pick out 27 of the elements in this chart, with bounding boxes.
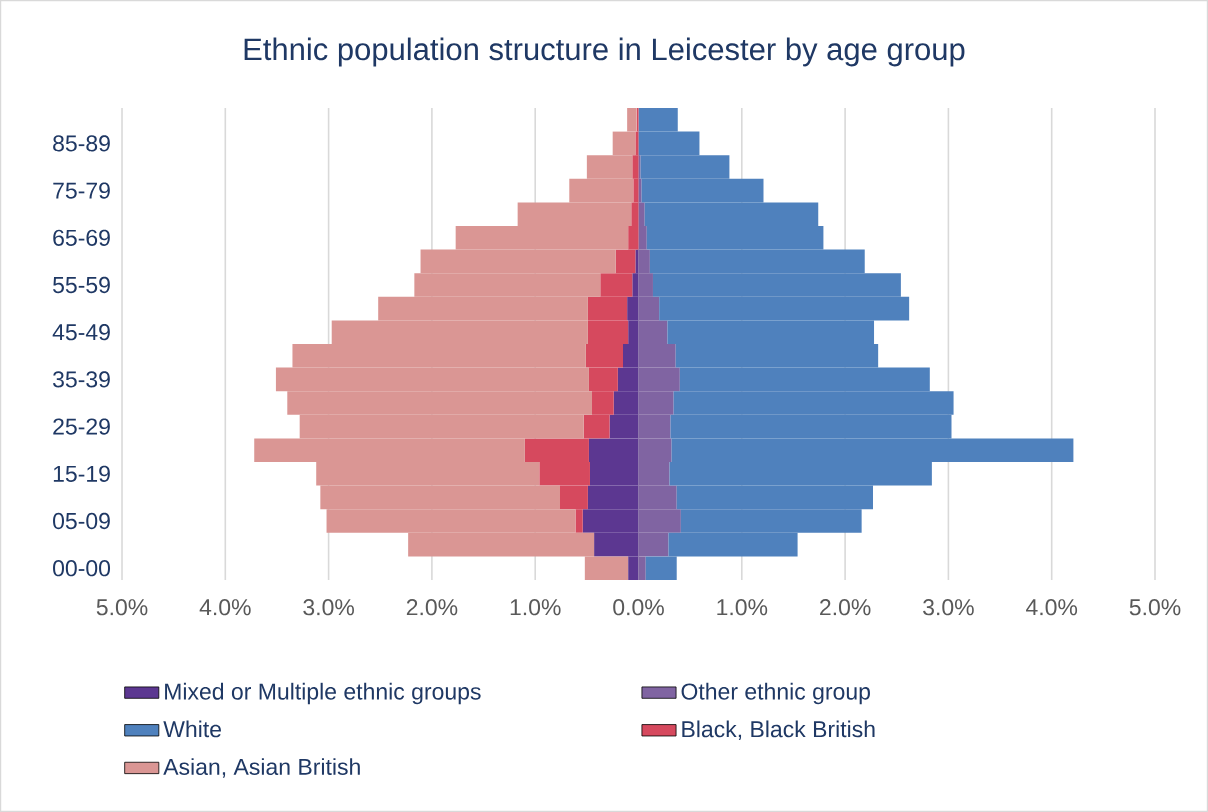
x-tick-label: 3.0% [923,599,974,616]
y-tick-label: 15-19 [53,465,110,482]
x-tick-label: 4.0% [199,599,251,616]
y-tick-label: 55-59 [53,276,110,294]
legend-label: Other ethnic group [681,682,870,705]
y-tick-label: 35-39 [53,371,110,388]
chart-title: Ethnic population structure in Leicester by age group [244,37,965,67]
y-tick-label: 25-29 [53,418,110,435]
x-tick-label: 4.0% [1026,599,1078,616]
y-tick-label: 65-69 [53,229,110,246]
y-tick-label: 00-00 [53,560,111,577]
legend-label: Asian, Asian British [163,758,360,778]
x-tick-label: 5.0% [1129,599,1181,616]
y-tick-label: 75-79 [53,182,110,199]
y-tick-label: 85-89 [53,135,110,152]
legend-label: White [163,720,221,738]
x-tick-label: 1.0% [510,599,561,616]
x-tick-label: 1.0% [717,599,768,616]
y-tick-label: 05-09 [53,512,110,530]
legend-label: Black, Black British [682,720,875,741]
x-tick-label: 2.0% [406,599,458,616]
x-tick-label: 5.0% [96,599,148,616]
x-tick-label: 0.0% [613,599,664,616]
y-tick-label: 45-49 [52,324,110,341]
x-tick-label: 3.0% [303,599,354,616]
legend-label: Mixed or Multiple ethnic groups [165,682,481,705]
x-tick-label: 2.0% [820,599,871,616]
